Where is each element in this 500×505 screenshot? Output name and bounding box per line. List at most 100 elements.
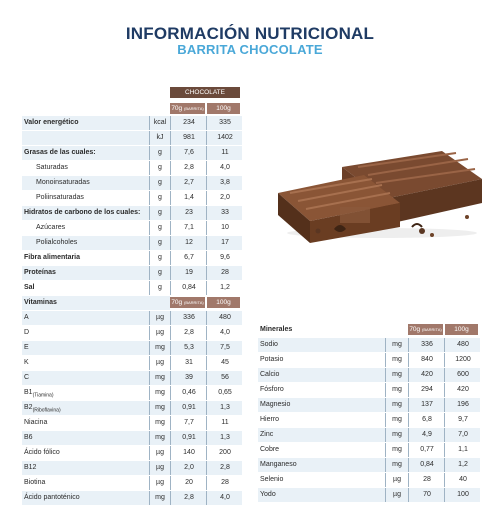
row-unit: mg — [392, 371, 402, 378]
row-label: A — [24, 314, 29, 321]
row-value-100g: 45 — [221, 359, 229, 366]
row-unit: µg — [156, 359, 164, 366]
row-label: Proteínas — [24, 269, 56, 276]
row-value-100g: 196 — [457, 401, 469, 408]
column-divider — [408, 398, 409, 412]
column-divider — [206, 401, 207, 415]
row-value-100g: 1200 — [455, 356, 471, 363]
table-row: Manganeso mg 0,84 1,2 — [258, 458, 480, 472]
row-value-portion: 39 — [185, 374, 193, 381]
row-unit: g — [158, 179, 162, 186]
table-row: B6 mg 0,91 1,3 — [22, 431, 242, 445]
row-label: Niacina — [24, 419, 48, 426]
row-label: Polialcoholes — [36, 239, 78, 246]
column-divider — [170, 176, 171, 190]
column-divider — [149, 401, 150, 415]
minerals-title: Minerales — [260, 326, 293, 333]
column-divider — [444, 458, 445, 472]
column-divider — [149, 356, 150, 370]
column-divider — [385, 473, 386, 487]
row-value-100g: 7,5 — [220, 344, 230, 351]
row-label: B6 — [24, 434, 33, 441]
table-row: Fibra alimentaria g 6,7 9,6 — [22, 251, 242, 265]
row-label: Magnesio — [260, 401, 291, 408]
column-divider — [206, 446, 207, 460]
row-value-portion: 336 — [183, 314, 195, 321]
row-value-100g: 200 — [219, 449, 231, 456]
column-divider — [149, 461, 150, 475]
column-divider — [444, 413, 445, 427]
row-label: Fibra alimentaria — [24, 254, 81, 261]
column-divider — [170, 416, 171, 430]
column-divider — [149, 326, 150, 340]
column-divider — [206, 176, 207, 190]
row-value-portion: 70 — [423, 491, 431, 498]
column-divider — [385, 383, 386, 397]
row-unit: kcal — [153, 119, 167, 126]
column-divider — [206, 431, 207, 445]
column-divider — [385, 443, 386, 457]
min-col1-header: 70g (BARRITA) — [408, 324, 443, 335]
table-row: Sal g 0,84 1,2 — [22, 281, 242, 295]
column-divider — [408, 383, 409, 397]
row-value-portion: 137 — [421, 401, 433, 408]
column-divider — [385, 428, 386, 442]
row-label: B12 — [24, 464, 37, 471]
row-label: Azúcares — [36, 224, 66, 231]
row-unit: g — [158, 209, 162, 216]
row-unit: mg — [155, 494, 165, 501]
row-value-portion: 336 — [421, 341, 433, 348]
column-divider — [170, 251, 171, 265]
row-value-100g: 11 — [221, 419, 229, 426]
row-value-portion: 23 — [185, 209, 193, 216]
row-label: Ácido pantoténico — [24, 494, 80, 501]
row-value-portion: 840 — [421, 356, 433, 363]
column-divider — [408, 473, 409, 487]
table-row: Grasas de las cuales: g 7,6 11 — [22, 146, 242, 160]
row-label: Biotina — [24, 479, 46, 486]
table-row: Azúcares g 7,1 10 — [22, 221, 242, 235]
row-value-portion: 0,91 — [182, 434, 196, 441]
row-label: C — [24, 374, 30, 381]
column-divider — [170, 341, 171, 355]
table-row: Hidratos de carbono de los cuales: g 23 33 — [22, 206, 242, 220]
row-value-100g: 4,0 — [220, 494, 230, 501]
row-value-portion: 2,7 — [184, 179, 194, 186]
row-value-100g: 28 — [221, 269, 229, 276]
table-row: Sodio mg 336 480 — [258, 338, 480, 352]
row-unit: µg — [156, 479, 164, 486]
column-divider — [444, 353, 445, 367]
row-unit: mg — [392, 341, 402, 348]
row-value-100g: 600 — [457, 371, 469, 378]
min-col2-header: 100g — [445, 324, 478, 335]
column-divider — [206, 416, 207, 430]
table-row: kJ 981 1402 — [22, 131, 242, 145]
row-value-100g: 1,2 — [458, 461, 468, 468]
row-value-portion: 12 — [185, 239, 193, 246]
column-divider — [206, 476, 207, 490]
column-divider — [170, 386, 171, 400]
row-value-100g: 4,0 — [220, 329, 230, 336]
row-unit: mg — [155, 374, 165, 381]
row-value-100g: 1,1 — [458, 446, 468, 453]
row-unit: µg — [156, 314, 164, 321]
row-label: Selenio — [260, 476, 284, 483]
column-divider — [149, 161, 150, 175]
column-divider — [170, 161, 171, 175]
column-divider — [385, 398, 386, 412]
column-divider — [149, 431, 150, 445]
row-value-100g: 420 — [457, 386, 469, 393]
column-divider — [444, 398, 445, 412]
row-value-portion: 2,0 — [184, 464, 194, 471]
column-divider — [444, 443, 445, 457]
row-unit: g — [158, 254, 162, 261]
row-value-100g: 3,8 — [220, 179, 230, 186]
vit-col2-header: 100g — [207, 297, 240, 308]
table-row: Niacina mg 7,7 11 — [22, 416, 242, 430]
row-value-100g: 335 — [219, 119, 231, 126]
column-divider — [206, 116, 207, 130]
row-label: Cobre — [260, 446, 280, 453]
table-row: Biotina µg 20 28 — [22, 476, 242, 490]
